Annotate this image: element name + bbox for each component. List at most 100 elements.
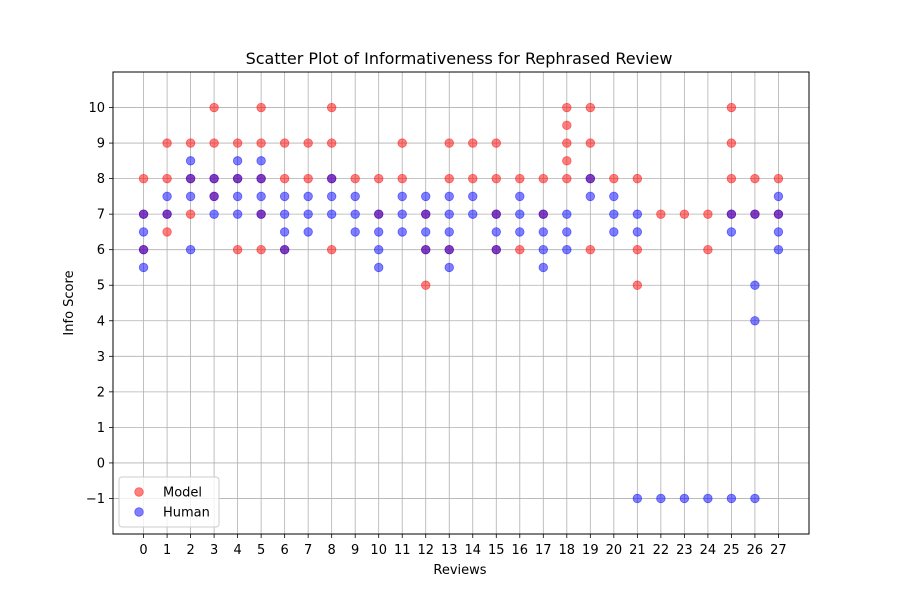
x-tick-label: 17: [535, 543, 552, 558]
data-point-human: [303, 227, 313, 237]
x-tick-label: 25: [723, 543, 740, 558]
chart-title: Scatter Plot of Informativeness for Reph…: [246, 49, 673, 68]
data-point-human: [303, 191, 313, 202]
y-tick-label: 3: [97, 350, 105, 365]
data-point-human: [538, 244, 548, 255]
data-point-model: [444, 138, 454, 148]
data-point-human: [609, 209, 619, 219]
data-point-model: [468, 173, 478, 184]
plot-frame: [112, 71, 810, 535]
data-point-model: [703, 209, 713, 219]
data-point-human: [138, 262, 149, 273]
data-point-model: [632, 173, 643, 184]
data-point-human: [421, 209, 431, 219]
legend-marker-model: [134, 487, 144, 497]
data-point-human: [138, 244, 149, 255]
data-point-human: [232, 209, 243, 219]
data-point-model: [773, 173, 784, 184]
data-point-human: [515, 209, 525, 219]
data-point-model: [185, 138, 196, 148]
data-point-human: [468, 209, 478, 219]
y-axis-title: Info Score: [62, 270, 77, 335]
data-point-human: [444, 227, 454, 237]
data-point-model: [162, 173, 172, 184]
data-point-human: [256, 209, 266, 219]
data-point-human: [773, 191, 784, 202]
data-point-human: [209, 209, 219, 219]
data-point-model: [279, 173, 290, 184]
data-point-human: [350, 191, 360, 202]
data-point-human: [703, 493, 713, 504]
data-point-model: [491, 138, 501, 148]
data-point-human: [256, 173, 266, 184]
data-point-human: [209, 191, 219, 202]
data-point-model: [562, 173, 572, 184]
data-point-human: [773, 227, 784, 237]
data-point-model: [562, 138, 572, 148]
data-point-human: [585, 191, 596, 202]
data-point-human: [185, 191, 196, 202]
data-point-model: [632, 280, 643, 290]
data-point-human: [444, 262, 454, 273]
data-point-model: [256, 102, 266, 113]
x-tick-label: 18: [559, 543, 576, 558]
data-point-human: [609, 227, 619, 237]
data-point-model: [726, 102, 737, 113]
data-point-human: [209, 173, 219, 184]
y-tick-label: 6: [97, 243, 105, 258]
data-point-human: [468, 191, 478, 202]
data-point-model: [750, 173, 760, 184]
x-tick-label: 20: [606, 543, 623, 558]
data-point-human: [726, 493, 737, 504]
y-tick-label: 10: [88, 101, 105, 116]
x-tick-label: 13: [441, 543, 458, 558]
data-point-human: [538, 262, 548, 273]
data-point-human: [750, 209, 760, 219]
x-axis-title: Reviews: [433, 563, 486, 578]
data-point-human: [421, 191, 431, 202]
x-tick-label: 26: [747, 543, 764, 558]
y-tick-label: 8: [97, 172, 105, 187]
data-point-human: [374, 227, 384, 237]
x-tick-label: 12: [417, 543, 434, 558]
data-point-model: [232, 138, 243, 148]
data-point-model: [444, 173, 454, 184]
data-point-model: [515, 173, 525, 184]
data-point-model: [421, 280, 431, 290]
data-point-model: [562, 156, 572, 166]
data-point-human: [515, 191, 525, 202]
x-tick-label: 21: [629, 543, 646, 558]
data-point-human: [726, 209, 737, 219]
data-point-human: [421, 227, 431, 237]
data-point-model: [632, 244, 643, 255]
data-point-human: [562, 209, 572, 219]
x-tick-label: 15: [488, 543, 505, 558]
data-point-human: [279, 227, 290, 237]
data-point-human: [397, 227, 407, 237]
data-point-model: [515, 244, 525, 255]
data-points: [138, 102, 784, 504]
data-point-model: [609, 173, 619, 184]
data-point-human: [374, 262, 384, 273]
legend-label-model: Model: [163, 486, 202, 501]
x-tick-label: 6: [281, 543, 289, 558]
data-point-human: [515, 227, 525, 237]
x-tick-label: 1: [163, 543, 171, 558]
legend-label-human: Human: [163, 506, 210, 521]
x-tick-label: 4: [233, 543, 241, 558]
legend-box: [118, 476, 220, 528]
data-point-human: [138, 227, 149, 237]
data-point-model: [209, 102, 219, 113]
data-point-model: [538, 173, 548, 184]
data-point-model: [279, 138, 290, 148]
x-tick-label: 27: [770, 543, 787, 558]
data-point-human: [750, 316, 760, 326]
x-tick-label: 2: [186, 543, 194, 558]
x-tick-label: 24: [700, 543, 717, 558]
data-point-human: [256, 156, 266, 166]
data-point-human: [750, 280, 760, 290]
axes: 0 1 2 3 4 5 6 7 8 9 10 11 12 13 14 15 16 17 18 19 20 21 22 23 24…: [86, 71, 810, 558]
data-point-human: [374, 209, 384, 219]
data-point-human: [138, 209, 149, 219]
